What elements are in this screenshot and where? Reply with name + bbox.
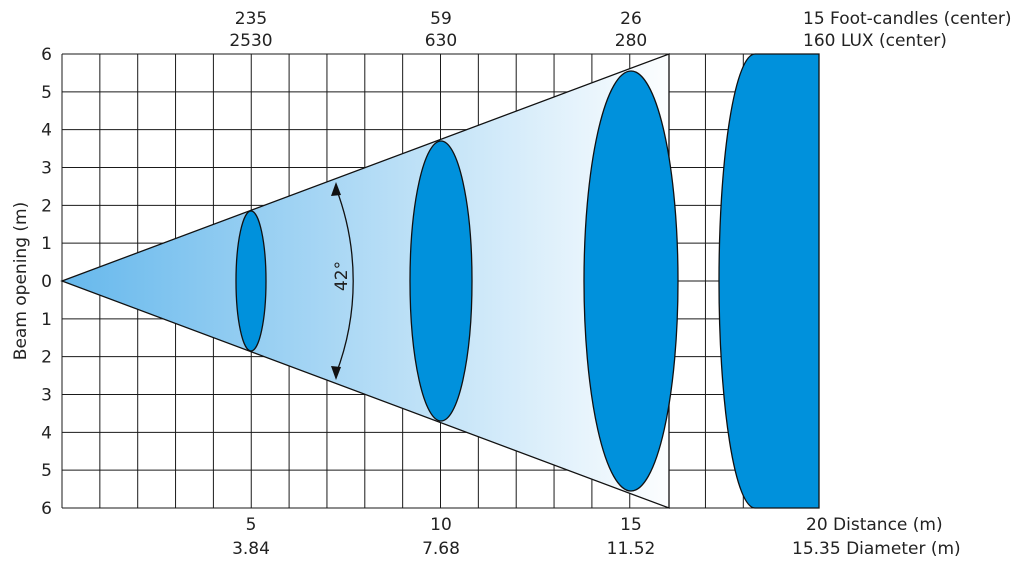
footcandle-label: 26 — [620, 9, 642, 29]
lux-label: 280 — [615, 31, 647, 51]
y-tick-label: 6 — [41, 499, 52, 519]
spot-ellipse-10m — [409, 140, 473, 422]
diameter-label: 7.68 — [422, 539, 460, 559]
y-axis-label: Beam opening (m) — [11, 202, 31, 360]
y-tick-label: 3 — [41, 159, 52, 179]
y-tick-labels: 6 5 4 3 2 1 0 1 2 3 4 5 6 — [41, 45, 52, 519]
y-tick-label: 4 — [41, 121, 52, 141]
distance-label: 15 — [620, 515, 642, 535]
diameter-label: 15.35 Diameter (m) — [792, 539, 961, 559]
y-tick-label: 1 — [41, 234, 52, 254]
footcandle-label: 59 — [430, 9, 452, 29]
y-tick-label: 5 — [41, 461, 52, 481]
spot-ellipse-20m — [718, 53, 820, 509]
y-tick-label: 6 — [41, 45, 52, 65]
beam-cone — [60, 53, 670, 509]
lux-label: 2530 — [229, 31, 272, 51]
y-tick-label: 2 — [41, 348, 52, 368]
lux-label: 630 — [425, 31, 457, 51]
y-tick-label: 0 — [41, 272, 52, 292]
y-tick-label: 5 — [41, 83, 52, 103]
beam-angle-label: 42° — [332, 261, 352, 291]
y-tick-label: 2 — [41, 196, 52, 216]
distance-label: 10 — [430, 515, 452, 535]
y-tick-label: 4 — [41, 423, 52, 443]
y-tick-label: 1 — [41, 310, 52, 330]
distance-label: 5 — [246, 515, 257, 535]
spot-ellipse-15m — [583, 70, 679, 492]
distance-label: 20 Distance (m) — [806, 515, 943, 535]
footcandle-label: 235 — [235, 9, 267, 29]
diameter-label: 11.52 — [607, 539, 656, 559]
lux-label: 160 LUX (center) — [803, 31, 947, 51]
diameter-label: 3.84 — [232, 539, 270, 559]
beam-angle-arc — [331, 182, 354, 380]
y-tick-label: 3 — [41, 386, 52, 406]
spot-ellipse-5m — [235, 210, 267, 352]
footcandle-label: 15 Foot-candles (center) — [803, 9, 1012, 29]
